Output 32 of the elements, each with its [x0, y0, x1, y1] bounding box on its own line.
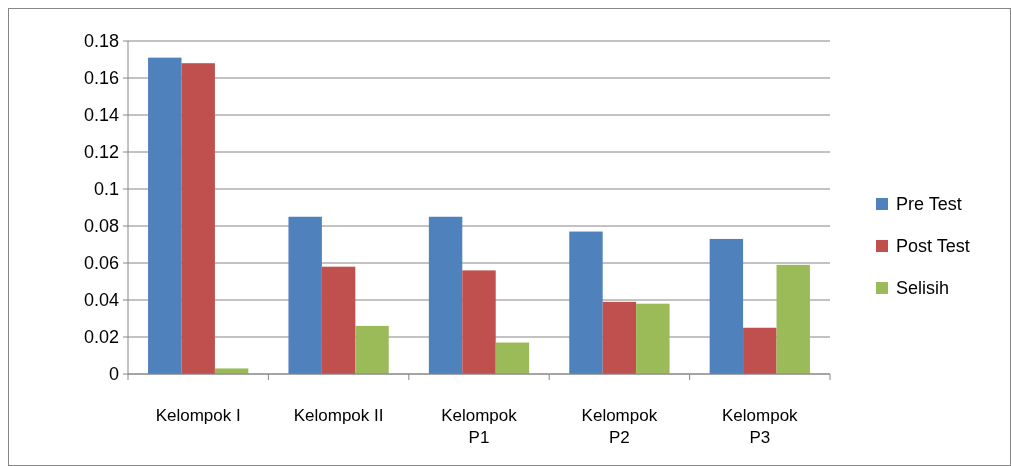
y-tick-label: 0.04 — [83, 290, 119, 311]
y-tick-label: 0.1 — [93, 179, 119, 200]
y-tick-label: 0.16 — [83, 68, 119, 89]
bar — [776, 264, 810, 374]
y-tick-label: 0.08 — [83, 216, 119, 237]
bar — [495, 342, 530, 374]
y-tick-label: 0.18 — [83, 31, 119, 52]
bar — [148, 57, 182, 374]
x-tick-label: Kelompok P2 — [581, 406, 658, 447]
bar — [321, 266, 356, 374]
y-tick-label: 0.14 — [83, 105, 119, 126]
bar — [743, 327, 777, 374]
y-tick-label: 0 — [108, 364, 119, 385]
bar — [462, 270, 496, 374]
legend-label: Selisih — [896, 278, 950, 299]
x-tick-label: Kelompok P3 — [722, 406, 799, 447]
x-tick-label: Kelompok I — [155, 406, 241, 425]
bar — [355, 325, 389, 374]
bar — [569, 231, 603, 374]
y-tick-label: 0.06 — [83, 253, 119, 274]
bar — [709, 238, 744, 374]
x-tick-label: Kelompok II — [293, 406, 384, 425]
bar — [636, 303, 670, 374]
bar — [428, 216, 463, 374]
bar — [288, 216, 322, 374]
legend-label: Pre Test — [896, 194, 962, 215]
x-tick-label: Kelompok P1 — [441, 406, 518, 447]
y-tick-label: 0.02 — [83, 327, 119, 348]
legend-label: Post Test — [896, 236, 970, 257]
y-tick-label: 0.12 — [83, 142, 119, 163]
bar — [181, 63, 215, 374]
bar — [602, 301, 637, 374]
